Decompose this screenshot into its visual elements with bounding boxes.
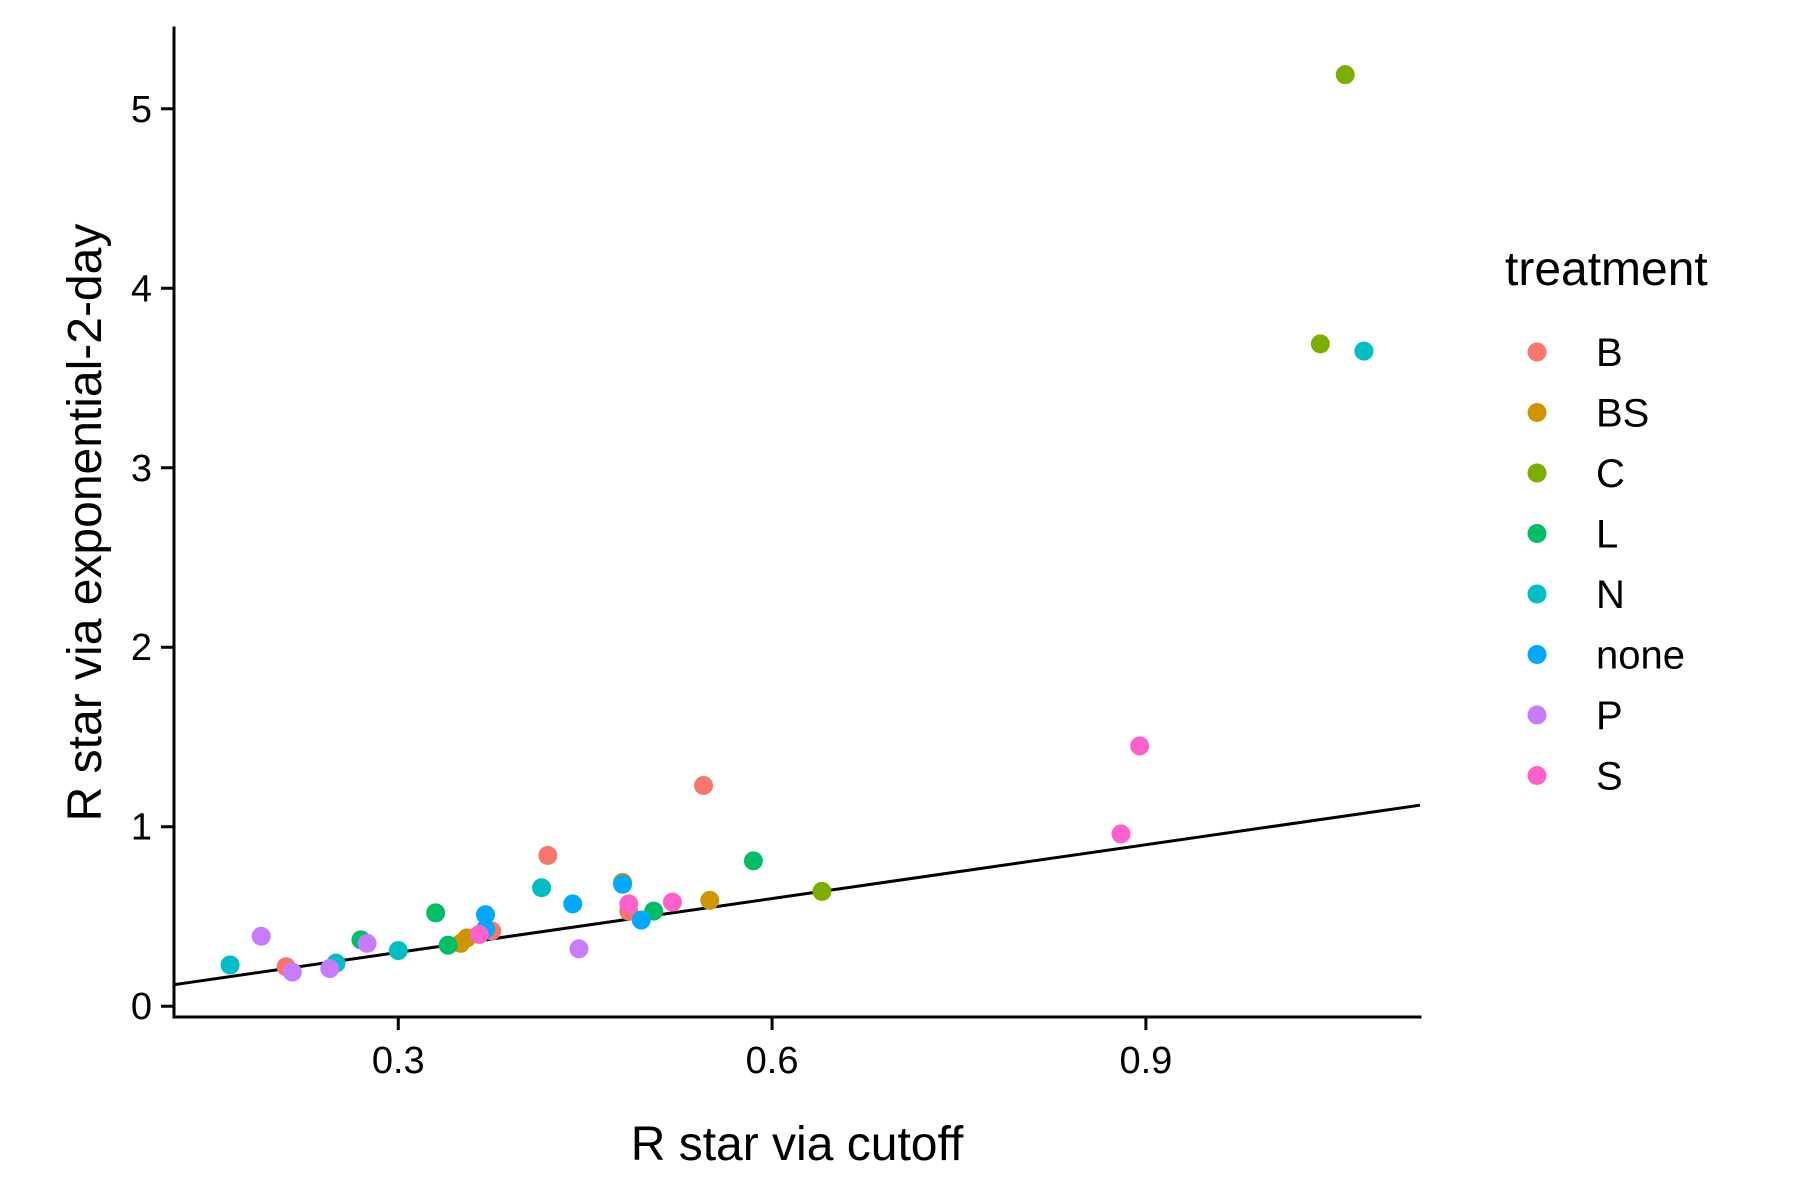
point-b-2 [538,845,558,865]
point-p-2 [320,959,340,979]
legend-key-p [1527,705,1547,725]
y-tick-label-2: 2 [131,627,152,669]
legend-label-n: N [1596,573,1625,617]
point-none-2 [563,894,583,914]
legend-key-s [1527,766,1547,785]
point-b-3 [694,775,714,795]
identity-line [173,803,1421,987]
legend-key-bs [1527,403,1547,422]
point-s-2 [662,892,682,912]
y-axis-title: R star via exponential-2-day [59,224,112,822]
y-tick-label-0: 0 [131,986,152,1028]
x-tick-label-1: 0.6 [746,1040,799,1082]
legend-key-none [1527,645,1547,664]
point-none-3 [613,874,633,894]
point-s-4 [1130,736,1150,756]
point-none-4 [631,910,651,930]
point-p-3 [357,933,377,953]
point-bs-3 [700,890,720,910]
legend-label-l: L [1596,513,1618,557]
point-c-2 [812,881,832,901]
point-n-3 [532,878,552,898]
point-n-4 [1354,341,1374,361]
point-p-0 [251,926,271,946]
legend-key-c [1527,463,1547,483]
y-tick-label-5: 5 [131,89,152,131]
x-axis-title: R star via cutoff [631,1118,964,1171]
point-c-1 [1335,65,1355,85]
legend-label-b: B [1596,331,1623,375]
legend-key-l [1527,524,1547,543]
point-n-0 [220,955,240,975]
legend-key-b [1527,342,1547,362]
point-none-0 [476,905,495,925]
point-s-0 [469,924,489,944]
axes: 0.3 0.6 0.9 0 1 2 3 4 5 [131,26,1422,1082]
point-l-2 [438,935,458,955]
y-tick-label-4: 4 [131,268,152,310]
legend-label-s: S [1596,755,1623,799]
legend-title: treatment [1505,243,1708,296]
point-n-2 [388,941,408,961]
point-s-3 [1111,824,1131,844]
x-tick-label-2: 0.9 [1119,1040,1172,1082]
y-tick-label-1: 1 [131,807,152,849]
legend-label-bs: BS [1596,392,1649,436]
point-l-1 [426,903,446,923]
point-l-4 [743,851,763,871]
y-tick-label-3: 3 [131,448,152,490]
plot-area [173,65,1421,987]
legend-label-none: none [1596,634,1685,678]
point-s-1 [619,894,639,914]
point-c-0 [1310,334,1330,354]
legend-label-c: C [1596,452,1625,496]
point-p-1 [282,962,302,982]
legend-key-n [1527,584,1547,604]
x-tick-label-0: 0.3 [372,1040,425,1082]
point-p-4 [569,939,589,959]
legend-label-p: P [1596,694,1623,738]
